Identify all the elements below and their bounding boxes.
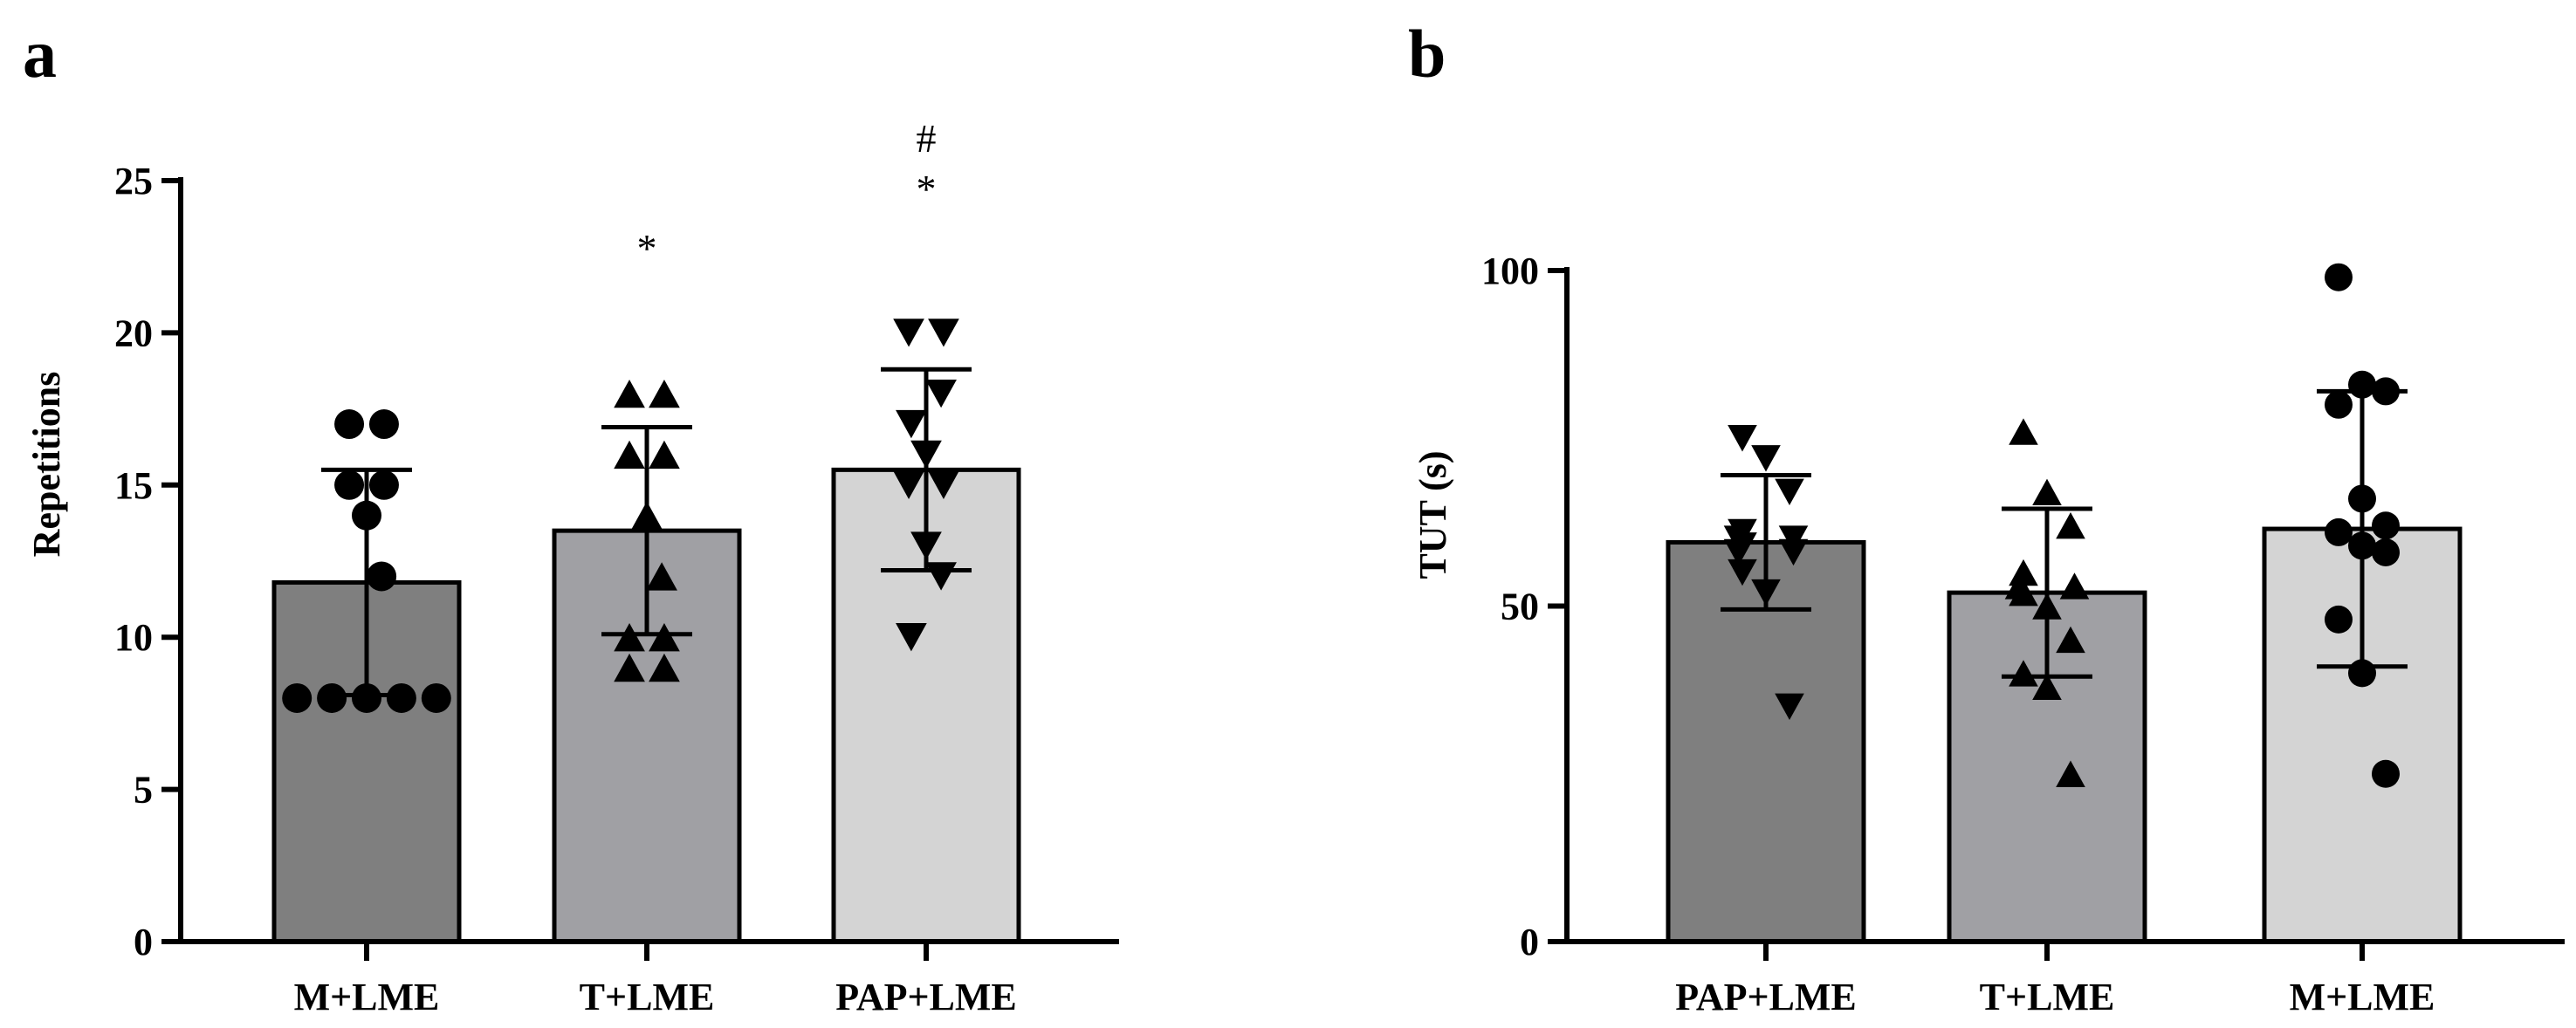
panel-a-point-2-1 [928,319,959,347]
panel-a-significance-2-1: # [917,116,937,161]
panel-b-point-1-8 [2056,626,2085,654]
panel-b-plot-area: 0 50 100 PAP+LME T+LME M+LME [1481,250,2565,1018]
panel-b-point-2-5 [2372,511,2400,540]
panel-b-point-0-8 [1778,538,1809,566]
panel-a-significance-2-0: * [917,167,937,211]
panel-a-plot-area: * * #0 5 10 15 20 25 M+LME T+LME PAP+LME [114,116,1119,1018]
panel-a-significance-1-0: * [637,226,657,271]
panel-a-point-2-6 [928,470,959,499]
panel-b-point-2-0 [2325,263,2353,291]
panel-b-point-2-3 [2325,390,2353,419]
panel-a-point-0-3 [368,469,399,500]
panel-a-point-2-0 [893,319,924,347]
panel-b-y-tick-label-1: 50 [1501,586,1539,628]
panel-a-y-tick-label-0: 0 [134,921,153,963]
panel-a: a Repetitions * * #0 5 10 15 20 25 M+LME T+LME PAP… [23,16,1119,1018]
panel-a-point-0-1 [368,409,399,440]
panel-a-x-tick-label-0: M+LME [294,976,440,1018]
panel-a-point-1-1 [649,380,680,408]
panel-a-point-0-10 [421,682,451,713]
panel-a-point-0-2 [334,469,365,500]
panel-a-point-0-5 [367,561,397,592]
panel-a-x-tick-label-2: PAP+LME [835,976,1017,1018]
panel-b-point-0-1 [1751,445,1781,472]
panel-b-point-2-11 [2372,759,2400,788]
panel-a-point-1-0 [614,380,645,408]
panel-b-point-0-7 [1723,538,1754,566]
panel-b-y-tick-label-2: 100 [1481,250,1539,292]
panel-b-point-2-9 [2325,605,2353,634]
panel-a-point-2-5 [893,470,924,499]
panel-b-point-1-0 [2009,418,2038,445]
panel-a-point-2-9 [896,623,927,652]
panel-b-point-2-6 [2325,517,2353,546]
panel-b-point-1-6 [2009,579,2038,607]
panel-b-point-1-5 [2059,572,2090,600]
panel-b-point-1-2 [2056,512,2085,539]
panel-b-point-1-11 [2056,760,2085,787]
panel-a-point-2-3 [896,409,927,439]
panel-b-point-0-11 [1775,693,1804,721]
panel-b-point-0-2 [1775,478,1804,505]
panel-b-letter: b [1408,16,1446,92]
panel-a-point-0-0 [334,409,365,440]
panel-a-point-0-9 [386,682,416,713]
panel-b-point-1-10 [2032,673,2062,700]
panel-b-point-0-9 [1728,559,1757,586]
panel-a-y-axis-label: Repetitions [25,372,68,558]
panel-a-point-1-6 [614,623,645,652]
panel-a-point-2-2 [925,380,957,408]
panel-a-y-tick-label-4: 20 [114,312,153,354]
panel-b-x-tick-label-0: PAP+LME [1675,976,1857,1018]
panel-b-y-tick-label-0: 0 [1520,921,1539,963]
panel-a-point-0-8 [352,682,381,713]
panel-a-point-0-6 [282,682,313,713]
panel-a-point-1-7 [649,623,680,652]
panel-b-x-tick-label-2: M+LME [2290,976,2435,1018]
panel-b-point-1-9 [2009,660,2038,687]
panel-a-point-1-3 [649,440,680,469]
panel-a-point-1-8 [614,653,645,682]
panel-a-y-tick-label-1: 5 [134,769,153,812]
panel-a-point-0-7 [317,682,347,713]
panel-b: b TUT (s) 0 50 100 PAP+LME T+LME M+LME [1408,16,2565,1018]
panel-b-point-2-8 [2372,538,2400,566]
panel-a-point-1-9 [649,653,680,682]
panel-b-point-0-0 [1728,425,1757,452]
panel-a-letter: a [23,16,57,92]
panel-b-point-1-1 [2032,478,2062,505]
panel-b-point-0-5 [1778,525,1809,552]
panel-a-y-tick-label-5: 25 [114,160,153,202]
panel-a-y-tick-label-2: 10 [114,616,153,659]
panel-b-y-axis-label: TUT (s) [1412,450,1454,579]
panel-a-point-1-5 [646,562,677,591]
panel-a-y-tick-label-3: 15 [114,464,153,507]
panel-b-x-tick-label-1: T+LME [1980,976,2115,1018]
panel-a-x-tick-label-1: T+LME [580,976,715,1018]
panel-a-point-1-2 [614,440,645,469]
